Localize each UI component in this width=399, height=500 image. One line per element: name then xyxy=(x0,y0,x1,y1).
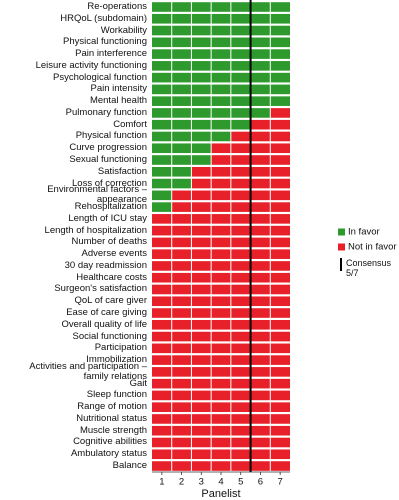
bar-segment xyxy=(152,37,290,48)
y-tick-label: Length of hospitalization xyxy=(44,224,147,236)
bar-segment xyxy=(152,367,290,377)
x-tick-label: 4 xyxy=(218,477,223,488)
y-tick-label: HRQoL (subdomain) xyxy=(60,12,147,24)
y-tick-label: Comfort xyxy=(113,118,147,130)
bar-segment xyxy=(152,143,212,154)
bar-segment xyxy=(152,214,290,224)
y-tick-label: Pulmonary function xyxy=(65,106,147,118)
bar-segment xyxy=(152,437,290,448)
bar-segment xyxy=(152,190,172,201)
y-tick-label: Sexual functioning xyxy=(69,154,147,165)
y-tick-label: Healthcare costs xyxy=(76,271,147,283)
bar-segment xyxy=(230,131,290,142)
y-tick-label: Leisure activity functioning xyxy=(35,59,147,71)
bar-segment xyxy=(152,72,290,83)
bar-segment xyxy=(152,261,290,271)
bar-segment xyxy=(152,119,251,130)
y-tick-label: Participation xyxy=(94,342,147,354)
x-axis-title: Panelist xyxy=(201,488,240,500)
y-tick-label: Nutritional status xyxy=(76,412,147,424)
bar-segment xyxy=(152,237,290,248)
y-tick-label: Adverse events xyxy=(81,248,147,260)
bar-segment xyxy=(152,402,290,412)
bar-segment xyxy=(152,96,290,106)
y-tick-label: Psychological function xyxy=(53,71,147,83)
y-tick-label: Environmental factors – appearance xyxy=(47,184,147,206)
x-tick-label: 5 xyxy=(238,477,243,488)
bar-segment xyxy=(152,308,290,318)
bar-segment xyxy=(152,319,290,330)
y-tick-label: Satisfaction xyxy=(97,165,147,177)
y-tick-label: Ease of care giving xyxy=(66,307,147,319)
y-tick-label: 30 day readmission xyxy=(64,259,147,271)
y-tick-label: Workability xyxy=(100,24,147,36)
bar-segment xyxy=(152,155,212,165)
bar-segment xyxy=(152,225,290,236)
y-tick-label: Range of motion xyxy=(77,401,147,413)
y-tick-label: Social functioning xyxy=(72,330,147,342)
y-tick-label: Pain interference xyxy=(75,48,147,60)
y-tick-label: QoL of care giver xyxy=(74,295,147,307)
legend-swatch xyxy=(338,243,345,251)
legend-label: Not in favor xyxy=(348,242,397,253)
bar-segment xyxy=(152,13,290,24)
x-tick-label: 2 xyxy=(179,477,184,488)
bar-segment xyxy=(152,343,290,354)
y-tick-label: Surgeon's satisfaction xyxy=(54,283,147,295)
bar-segment xyxy=(152,84,290,95)
bar-segment xyxy=(152,49,290,59)
bar-segment xyxy=(152,425,290,436)
legend-label: In favor xyxy=(348,227,380,238)
y-tick-label: Immobilization xyxy=(86,354,147,366)
bar-segment xyxy=(152,249,290,259)
y-tick-label: Rehospitalization xyxy=(74,201,147,213)
bar-segment xyxy=(152,202,172,212)
legend-swatch xyxy=(338,228,345,236)
bar-segment xyxy=(152,61,290,71)
y-tick-label: Re-operations xyxy=(87,1,147,12)
bar-segment xyxy=(152,2,290,12)
y-tick-label: Activities and participation – family re… xyxy=(29,360,147,382)
y-tick-label: Sleep function xyxy=(86,389,147,401)
bar-segment xyxy=(152,25,290,36)
bar-segment xyxy=(152,331,290,342)
y-tick-label: Physical function xyxy=(75,130,147,142)
x-tick-label: 1 xyxy=(159,477,164,488)
bar-segment xyxy=(152,272,290,283)
bar-segment xyxy=(152,378,290,389)
bar-segment xyxy=(152,390,290,401)
y-tick-label: Balance xyxy=(112,460,147,472)
bar-segment xyxy=(270,108,290,118)
bar-segment xyxy=(191,178,290,189)
bar-segment xyxy=(152,296,290,307)
bar-segment xyxy=(191,166,290,177)
y-tick-label: Mental health xyxy=(89,95,147,107)
legend-label: Consensus 5/7 xyxy=(346,258,392,278)
bar-segment xyxy=(152,284,290,295)
x-tick-label: 7 xyxy=(277,477,282,488)
y-tick-label: Gait xyxy=(129,377,147,389)
bar-segment xyxy=(152,449,290,460)
y-tick-label: Loss of correction xyxy=(72,177,147,189)
y-tick-label: Muscle strength xyxy=(79,424,147,436)
y-tick-label: Ambulatory status xyxy=(70,448,147,460)
bar-segment xyxy=(152,414,290,424)
bar-segment xyxy=(152,355,290,365)
x-tick-label: 6 xyxy=(258,477,263,488)
y-tick-label: Pain intensity xyxy=(90,83,147,95)
bar-segment xyxy=(152,461,290,471)
y-tick-label: Length of ICU stay xyxy=(68,212,147,224)
y-tick-label: Curve progression xyxy=(69,142,147,154)
y-tick-label: Cognitive abilities xyxy=(73,436,147,448)
y-tick-label: Overall quality of life xyxy=(61,318,147,330)
y-tick-label: Physical functioning xyxy=(63,36,147,48)
y-tick-label: Number of deaths xyxy=(71,236,147,248)
x-tick-label: 3 xyxy=(199,477,204,488)
